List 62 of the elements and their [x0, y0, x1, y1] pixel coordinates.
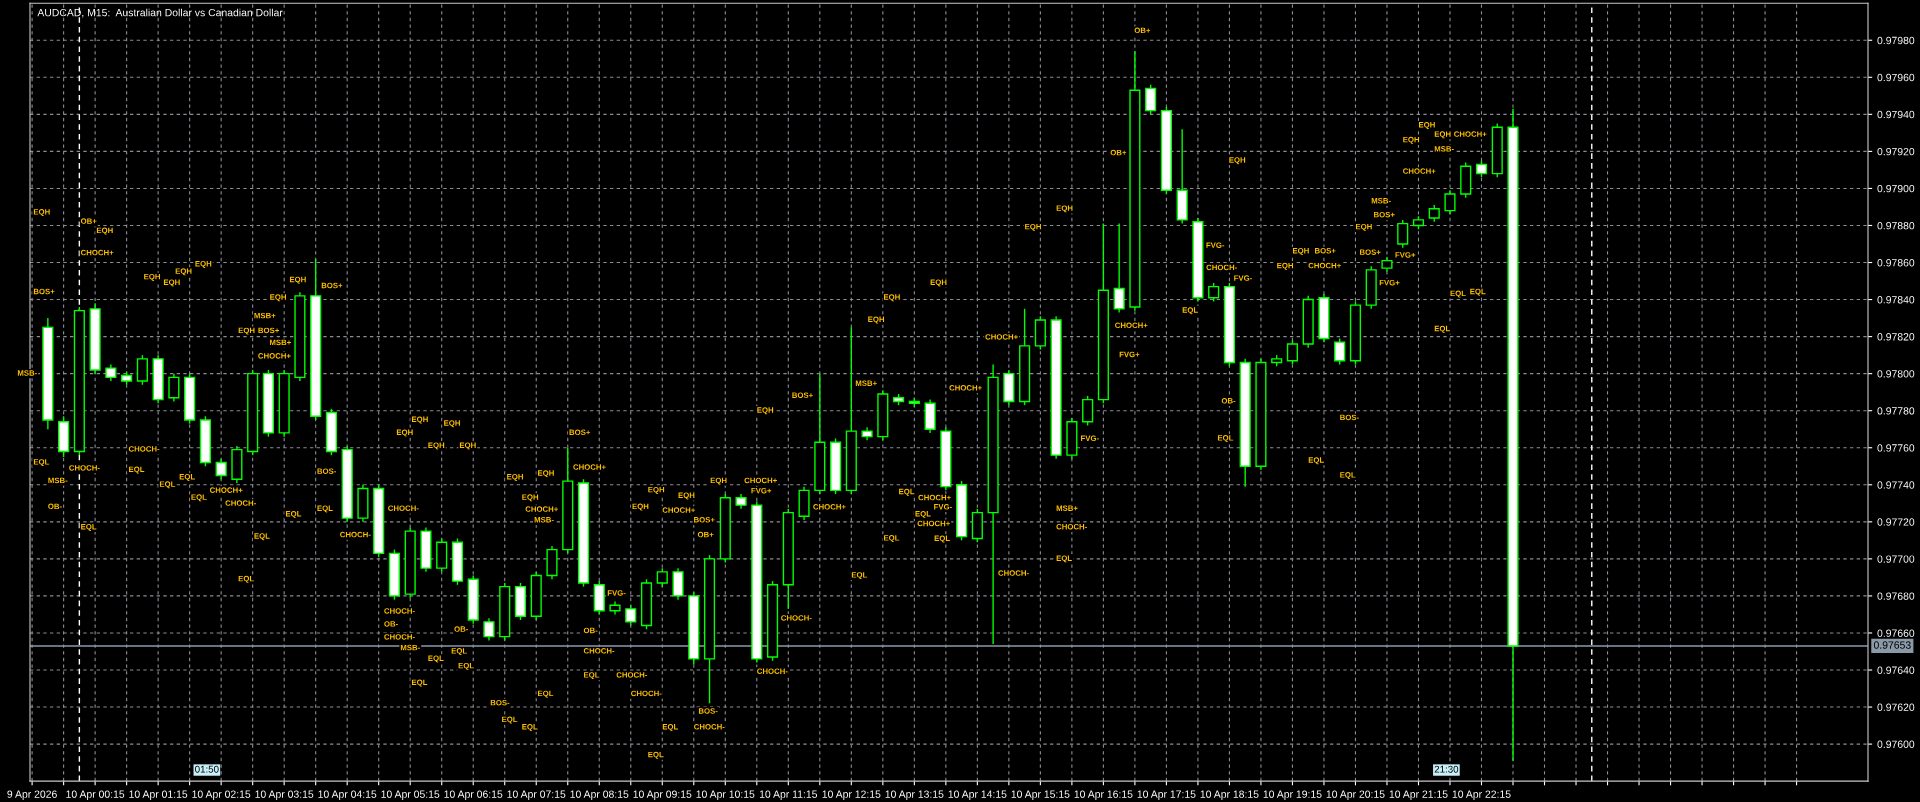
- y-tick-label: 0.97960: [1877, 73, 1915, 82]
- x-tick-label: 10 Apr 20:15: [1326, 790, 1385, 800]
- y-tick-label: 0.97980: [1877, 36, 1915, 45]
- candlestick: [483, 617, 495, 642]
- y-tick-label: 0.97660: [1877, 629, 1915, 637]
- annotation: 21:30: [1434, 765, 1459, 773]
- x-tick-label: 10 Apr 09:15: [633, 790, 692, 800]
- y-tick-label: 0.97780: [1877, 407, 1915, 415]
- y-tick-label: 0.97880: [1877, 221, 1915, 230]
- x-tick-label: 10 Apr 08:15: [570, 790, 629, 800]
- candlestick: [1082, 395, 1094, 427]
- x-tick-label: 10 Apr 17:15: [1137, 790, 1196, 800]
- y-tick-label: 0.97920: [1877, 147, 1915, 156]
- x-tick-label: 10 Apr 01:15: [129, 790, 188, 800]
- y-tick-label: 0.97700: [1877, 555, 1915, 563]
- candlestick: [136, 354, 148, 386]
- x-tick-label: 10 Apr 03:15: [255, 790, 314, 800]
- candlestick: [1286, 339, 1299, 366]
- y-tick-label: 0.97600: [1877, 740, 1915, 748]
- x-tick-label: 10 Apr 13:15: [885, 790, 944, 800]
- candlestick: [1397, 219, 1409, 249]
- ref-line-label: 0.97653: [1873, 641, 1911, 649]
- x-tick-label: 10 Apr 00:15: [66, 790, 125, 800]
- x-tick-label: 10 Apr 16:15: [1074, 790, 1133, 800]
- candlestick: [168, 372, 180, 403]
- y-tick-label: 0.97900: [1877, 184, 1915, 193]
- x-tick-label: 9 Apr 2026: [7, 790, 57, 800]
- candlestick: [215, 458, 227, 480]
- x-tick-label: 10 Apr 21:15: [1389, 790, 1448, 800]
- x-tick-label: 10 Apr 04:15: [318, 790, 377, 800]
- y-tick-label: 0.97640: [1877, 666, 1915, 674]
- x-tick-label: 10 Apr 11:15: [759, 790, 818, 800]
- x-tick-label: 10 Apr 10:15: [696, 790, 755, 800]
- y-tick-label: 0.97720: [1877, 518, 1915, 526]
- x-tick-label: 10 Apr 14:15: [948, 790, 1007, 800]
- x-tick-label: 10 Apr 18:15: [1200, 790, 1259, 800]
- candlestick: [1208, 282, 1220, 303]
- x-tick-label: 10 Apr 19:15: [1263, 790, 1322, 800]
- y-tick-label: 0.97800: [1877, 370, 1915, 378]
- x-tick-label: 10 Apr 22:15: [1452, 790, 1511, 800]
- y-tick-label: 0.97620: [1877, 703, 1915, 711]
- y-tick-label: 0.97680: [1877, 592, 1915, 600]
- y-tick-label: 0.97820: [1877, 333, 1915, 341]
- candlestick: [1444, 189, 1456, 216]
- x-tick-label: 10 Apr 15:15: [1011, 790, 1070, 800]
- x-tick-label: 10 Apr 05:15: [381, 790, 440, 800]
- y-tick-label: 0.97860: [1877, 259, 1915, 267]
- chart-title: AUDCAD, M15: Australian Dollar vs Canadian Dollar: [37, 8, 283, 18]
- candlestick: [656, 567, 668, 588]
- x-tick-label: 10 Apr 12:15: [822, 790, 881, 800]
- candlestick: [625, 604, 637, 627]
- x-tick-label: 10 Apr 06:15: [444, 790, 503, 800]
- annotation: 01:50: [195, 765, 219, 773]
- y-tick-label: 0.97940: [1877, 110, 1915, 119]
- candlestick: [1334, 337, 1346, 366]
- x-tick-label: 10 Apr 07:15: [507, 790, 566, 800]
- candlestick: [1113, 222, 1125, 314]
- y-tick-label: 0.97740: [1877, 481, 1915, 489]
- y-tick-label: 0.97760: [1877, 444, 1915, 452]
- candlestick: [1145, 84, 1157, 116]
- x-tick-label: 10 Apr 02:15: [192, 790, 251, 800]
- y-tick-label: 0.97840: [1877, 296, 1915, 304]
